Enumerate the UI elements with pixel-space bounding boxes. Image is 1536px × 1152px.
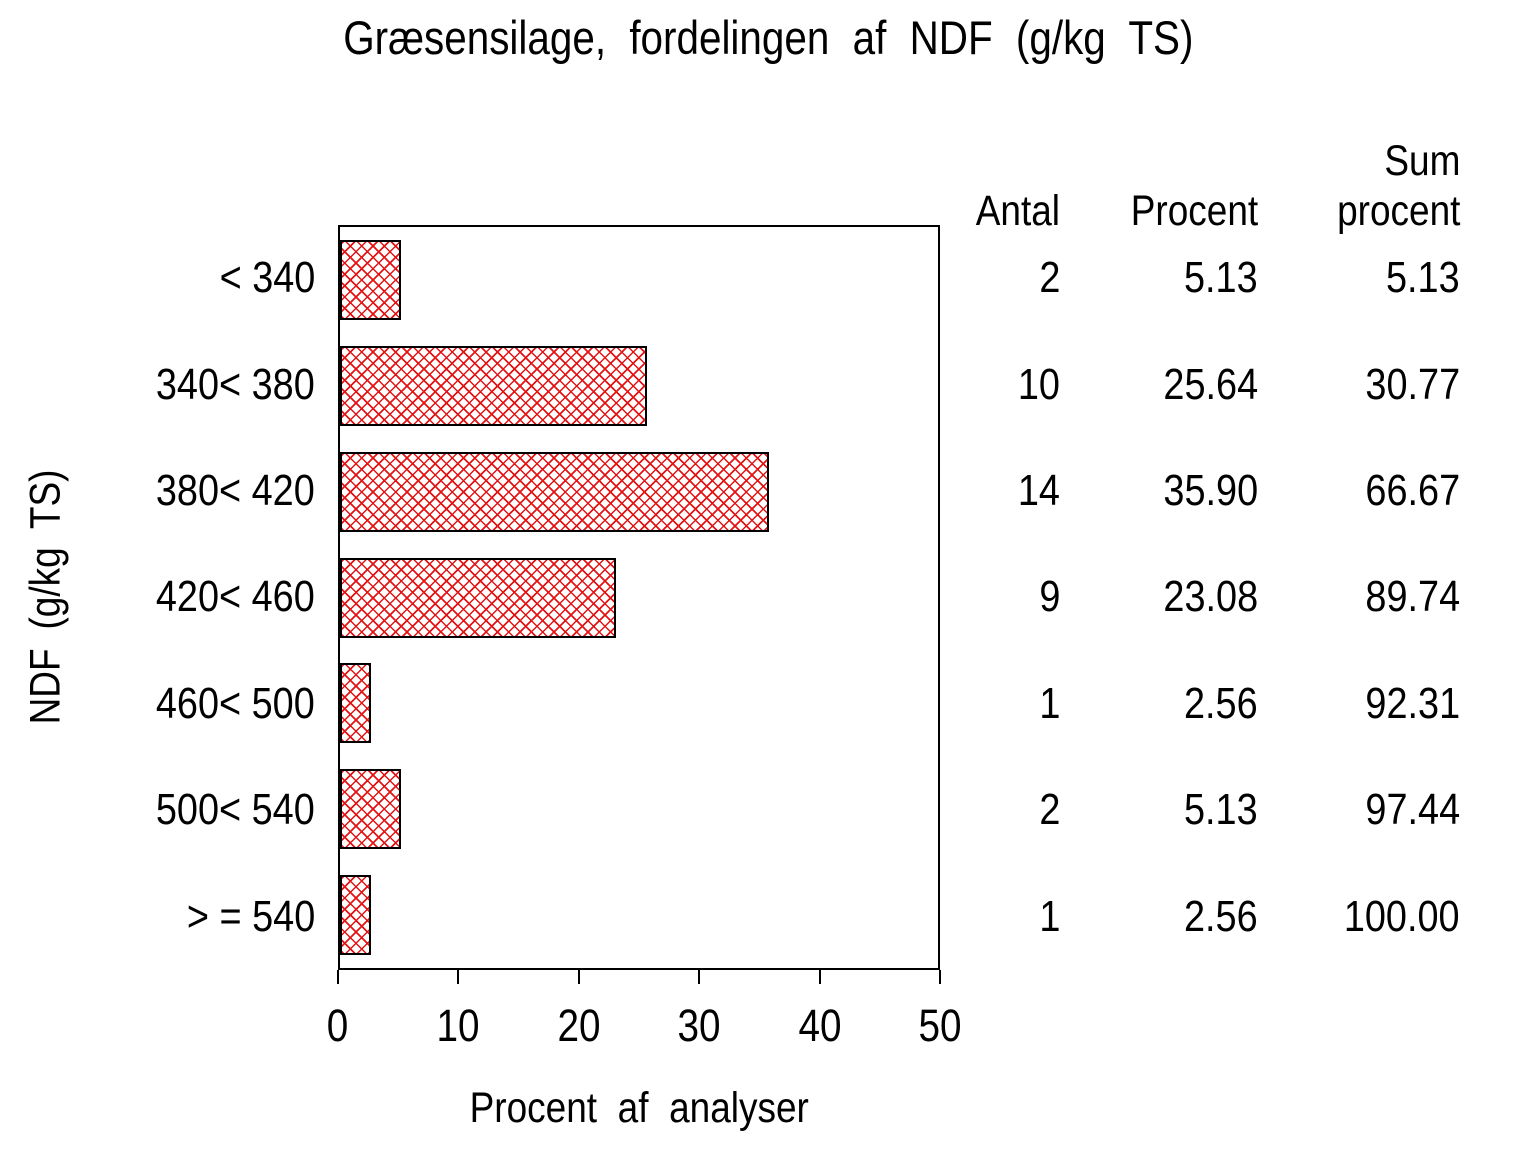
table-cell-antal: 1 [1038, 891, 1060, 941]
x-tick [577, 970, 580, 984]
table-header-antal: Antal [975, 187, 1060, 235]
bar-row [340, 545, 938, 651]
table-cell-antal: 14 [1017, 466, 1060, 516]
table-header: Sum Antal Procent procent [948, 136, 1460, 236]
bar-5 [340, 769, 402, 850]
table-cell-antal: 10 [1017, 359, 1060, 409]
table-cell-sum_procent: 66.67 [1365, 466, 1460, 516]
category-label: 500< 540 [156, 785, 315, 835]
x-axis-ticks [337, 970, 941, 986]
category-label: < 340 [219, 253, 315, 303]
table-cell-procent: 35.90 [1163, 466, 1258, 516]
category-label: 460< 500 [156, 678, 315, 728]
bar-row [340, 227, 938, 333]
table-header-sum-line2: procent [1336, 187, 1460, 235]
table-cell-procent: 5.13 [1184, 253, 1258, 303]
table-cell-sum_procent: 30.77 [1365, 359, 1460, 409]
table-header-procent: Procent [1130, 187, 1258, 235]
y-category-labels: < 340 340< 380 380< 420 420< 460 460< 500 500… [0, 225, 315, 970]
table-cell-antal: 2 [1038, 785, 1060, 835]
category-row: > = 540 [0, 864, 315, 970]
plot-area [338, 225, 940, 970]
table-cell-procent: 25.64 [1163, 359, 1258, 409]
category-label: 420< 460 [156, 572, 315, 622]
bar-row [340, 756, 938, 862]
category-label: 340< 380 [156, 359, 315, 409]
table-header-spacer [1060, 136, 1258, 186]
category-row: < 340 [0, 225, 315, 331]
x-tick [939, 970, 941, 984]
x-tick [337, 970, 339, 984]
bar-4 [340, 663, 371, 744]
table-cell-sum_procent: 100.00 [1344, 891, 1460, 941]
category-row: 420< 460 [0, 544, 315, 650]
table-cell-procent: 5.13 [1184, 785, 1258, 835]
x-tick [698, 970, 701, 984]
table-cell-sum_procent: 89.74 [1365, 572, 1460, 622]
table-cell-antal: 1 [1038, 678, 1060, 728]
chart-title-text: Græsensilage, fordelingen af NDF (g/kg T… [342, 11, 1194, 64]
bar-row [340, 439, 938, 545]
bar-row [340, 650, 938, 756]
chart-title: Græsensilage, fordelingen af NDF (g/kg T… [0, 10, 1536, 65]
table-header-sum-line1: Sum [1383, 137, 1460, 185]
bar-3 [340, 557, 617, 638]
x-axis-tick-labels: 0 10 20 30 40 50 [327, 1000, 962, 1051]
x-axis-title: Procent af analyser [338, 1084, 940, 1133]
table-cell-sum_procent: 97.44 [1365, 785, 1460, 835]
bar-row [340, 333, 938, 439]
bar-1 [340, 345, 647, 426]
table-cell-procent: 2.56 [1184, 891, 1258, 941]
bar-6 [340, 875, 371, 956]
table-cell-sum_procent: 92.31 [1365, 678, 1460, 728]
table-rows: 2 5.13 5.13 10 25.64 30.77 14 35.90 66.67 9 23.08 8… [948, 225, 1460, 970]
x-tick [457, 970, 460, 984]
table-cell-antal: 2 [1038, 253, 1060, 303]
x-tick [818, 970, 821, 984]
category-row: 460< 500 [0, 651, 315, 757]
table-cell-procent: 2.56 [1184, 678, 1258, 728]
category-label: > = 540 [186, 891, 315, 941]
x-axis-title-text: Procent af analyser [469, 1084, 809, 1132]
table-cell-antal: 9 [1038, 572, 1060, 622]
bar-0 [340, 239, 402, 320]
category-label: 380< 420 [156, 466, 315, 516]
bar-2 [340, 451, 770, 532]
table-header-spacer [948, 136, 1060, 186]
table-cell-sum_procent: 5.13 [1386, 253, 1460, 303]
bar-row [340, 862, 938, 968]
table-cell-procent: 23.08 [1163, 572, 1258, 622]
category-row: 380< 420 [0, 438, 315, 544]
category-row: 500< 540 [0, 757, 315, 863]
category-row: 340< 380 [0, 331, 315, 437]
